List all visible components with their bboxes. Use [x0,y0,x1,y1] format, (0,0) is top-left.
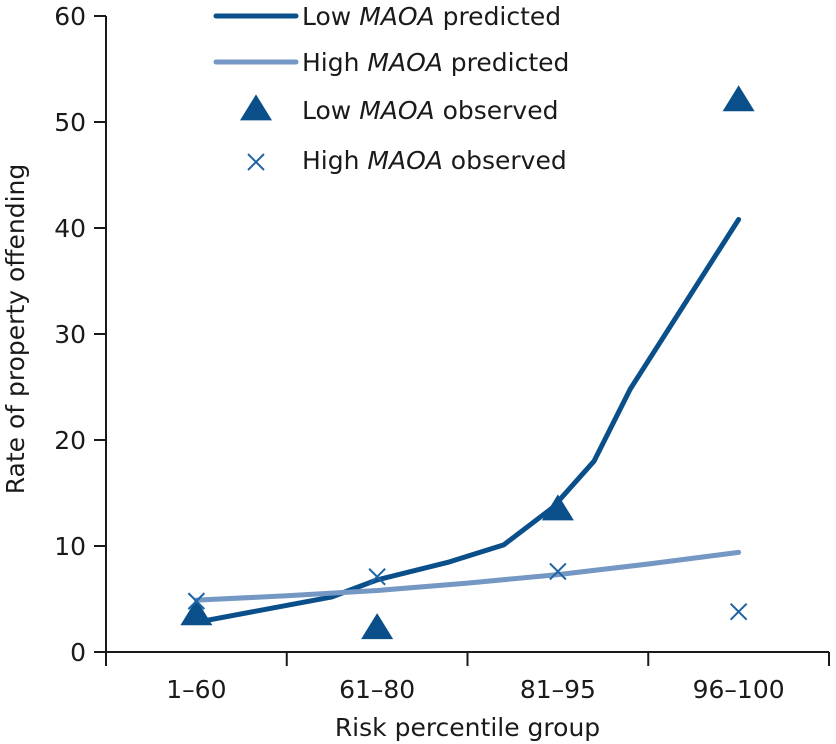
series-markers [180,85,755,640]
legend-label: Low MAOA predicted [302,2,561,31]
legend-swatch [247,153,265,171]
legend-label: Low MAOA observed [302,96,558,125]
legend-label: High MAOA predicted [302,48,569,77]
high-maoa-observed-point [368,568,386,586]
x-tick-label: 1–60 [166,675,226,704]
series-line-high-maoa-predicted [193,549,742,603]
y-tick-label: 40 [54,214,86,243]
legend: Low MAOA predicted High MAOA predicted Low… [213,2,569,175]
y-tick-label: 60 [54,2,86,31]
y-tick-label: 50 [54,108,86,137]
legend-entry: High MAOA observed [247,146,567,175]
x-tick-label: 61–80 [339,675,415,704]
high-maoa-observed-point [549,562,567,581]
low-maoa-observed-point [722,85,755,112]
x-ticks: 1–60 61–80 81–95 96–100 [105,652,830,704]
legend-entry: Low MAOA observed [240,94,558,125]
y-ticks: 0 10 20 30 40 50 60 [54,2,106,667]
x-tick-label: 96–100 [693,675,785,704]
x-tick-label: 81–95 [520,675,596,704]
y-tick-label: 10 [54,532,86,561]
legend-entry: High MAOA predicted [213,48,569,77]
y-tick-label: 20 [54,426,86,455]
legend-swatch [240,94,272,121]
legend-label: High MAOA observed [302,146,567,175]
y-tick-label: 0 [70,638,86,667]
series-lines [193,217,742,625]
low-maoa-observed-point [541,494,574,521]
low-maoa-observed-point [180,599,213,626]
x-axis-title: Risk percentile group [335,713,600,742]
y-tick-label: 30 [54,320,86,349]
legend-entry: Low MAOA predicted [213,2,561,31]
low-maoa-observed-point [361,613,394,640]
high-maoa-observed-point [729,603,748,621]
y-axis-title: Rate of property offending [1,164,30,495]
high-maoa-observed-point [187,592,206,610]
